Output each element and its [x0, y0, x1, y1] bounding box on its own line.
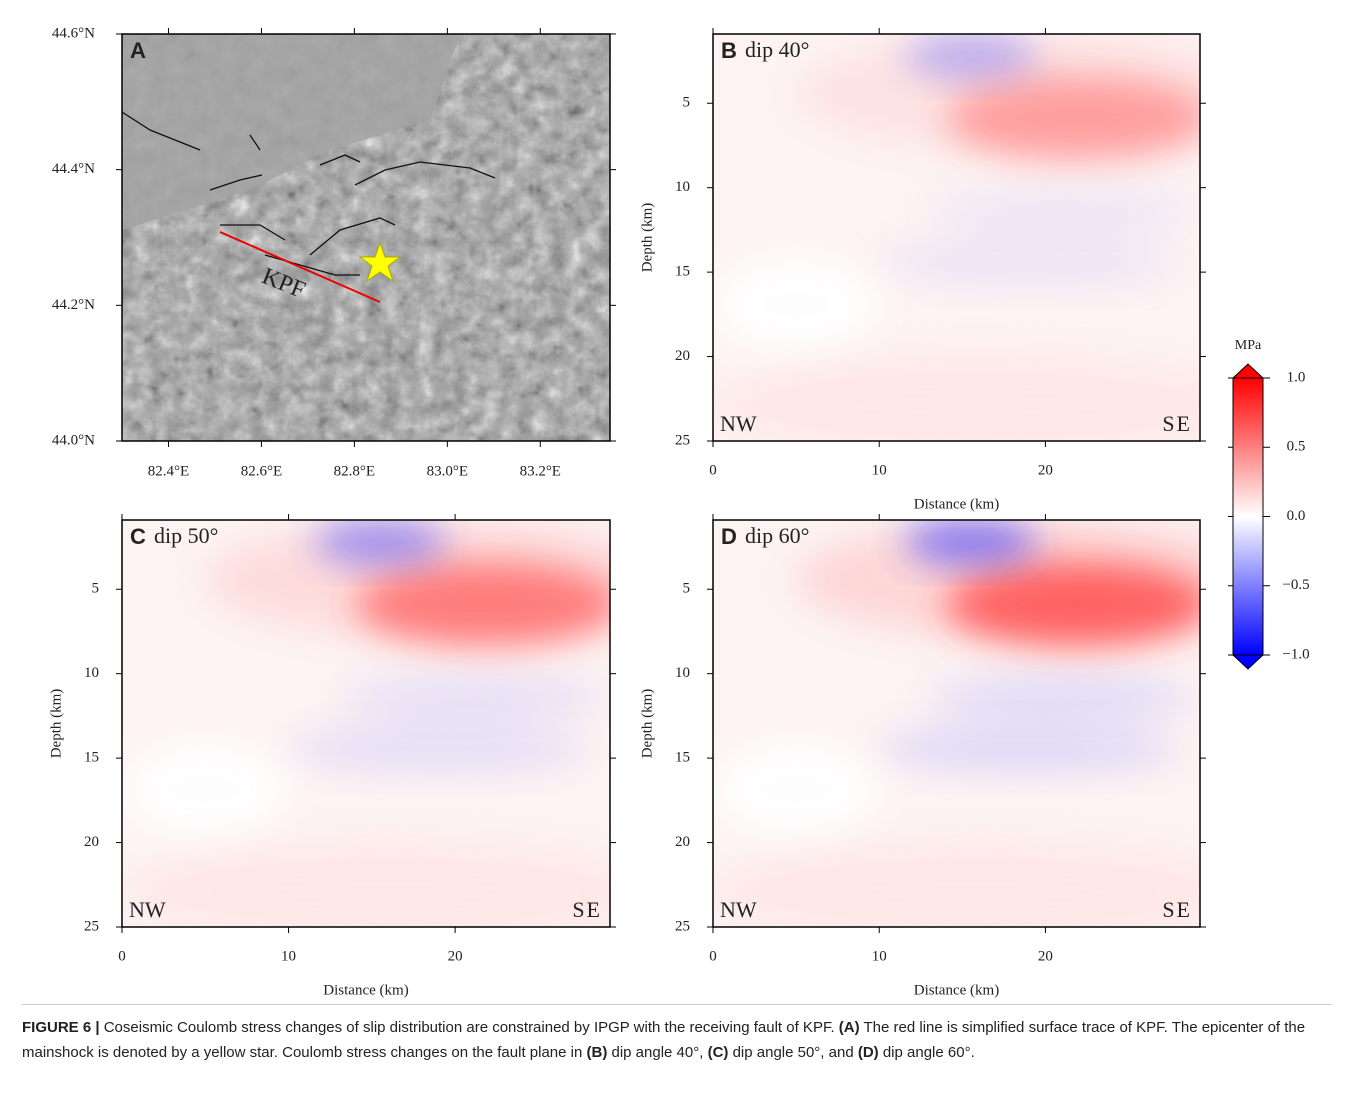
colorbar [1233, 378, 1263, 655]
colorbar-label: MPa [1235, 338, 1262, 353]
caption-text: (A) [839, 1019, 860, 1036]
y-tick-label: 5 [92, 581, 100, 597]
y-tick-label: 10 [675, 665, 690, 681]
direction-label: SE [1162, 897, 1192, 922]
direction-label: NW [720, 897, 757, 922]
y-tick-label: 44.0°N [52, 432, 95, 448]
panel-title: dip 60° [745, 523, 809, 548]
caption-text: dip angle 40°, [607, 1044, 707, 1061]
colorbar-tick-label: 1.0 [1287, 369, 1306, 385]
panel-label: B [721, 38, 737, 63]
y-tick-label: 44.4°N [52, 161, 95, 177]
caption-text: dip angle 50°, and [728, 1044, 857, 1061]
x-tick-label: 82.6°E [241, 463, 282, 479]
caption-text: dip angle 60°. [879, 1044, 975, 1061]
x-tick-label: 82.8°E [334, 463, 375, 479]
x-tick-label: 83.2°E [520, 463, 561, 479]
y-tick-label: 44.2°N [52, 297, 95, 313]
colorbar-tick-label: −0.5 [1282, 577, 1309, 593]
x-axis-label: Distance (km) [914, 496, 999, 512]
direction-label: NW [720, 411, 757, 436]
y-tick-label: 5 [683, 95, 691, 111]
y-tick-label: 25 [675, 432, 690, 448]
caption: FIGURE 6 | Coseismic Coulomb stress chan… [22, 1004, 1332, 1065]
colorbar-tick-label: −1.0 [1282, 646, 1309, 662]
panel-label: D [721, 524, 737, 549]
y-tick-label: 20 [84, 834, 99, 850]
colorbar-tick-label: 0.0 [1287, 508, 1306, 524]
panel-title: dip 50° [154, 523, 218, 548]
x-axis-label: Distance (km) [323, 982, 408, 998]
y-tick-label: 20 [675, 834, 690, 850]
y-tick-label: 10 [675, 179, 690, 195]
y-tick-label: 25 [675, 918, 690, 934]
figure: KPF A 82.4°E 82.6°E 82.8°E 83.0°E 83.2°E 44.0… [0, 0, 1357, 1000]
panel-title: dip 40° [745, 37, 809, 62]
caption-text: (D) [858, 1044, 879, 1061]
caption-text: FIGURE 6 | [22, 1019, 100, 1036]
page: KPF A 82.4°E 82.6°E 82.8°E 83.0°E 83.2°E 44.0… [0, 0, 1357, 1111]
caption-text: Coseismic Coulomb stress changes of slip… [100, 1019, 839, 1036]
y-axis-label: Depth (km) [639, 203, 655, 273]
direction-label: NW [129, 897, 166, 922]
direction-label: SE [572, 897, 602, 922]
direction-label: SE [1162, 411, 1192, 436]
x-tick-label: 20 [1038, 462, 1053, 478]
caption-text: (C) [708, 1044, 729, 1061]
colorbar-tick-label: 0.5 [1287, 439, 1306, 455]
x-tick-label: 83.0°E [427, 463, 468, 479]
x-axis-label: Distance (km) [914, 982, 999, 998]
y-tick-label: 15 [675, 750, 690, 766]
caption-text: (B) [587, 1044, 608, 1061]
colorbar-cap [1233, 364, 1263, 378]
panel-label: A [130, 38, 146, 63]
x-tick-label: 20 [448, 948, 463, 964]
stress-field [713, 34, 1261, 456]
panel-label: C [130, 524, 146, 549]
x-tick-label: 20 [1038, 948, 1053, 964]
y-tick-label: 5 [683, 581, 691, 597]
y-tick-label: 20 [675, 348, 690, 364]
x-tick-label: 0 [709, 462, 717, 478]
x-tick-label: 10 [872, 462, 887, 478]
y-axis-label: Depth (km) [639, 689, 655, 759]
relief-map: KPF [122, 34, 610, 441]
stress-field [713, 520, 1261, 942]
stress-field [122, 520, 672, 942]
x-tick-label: 0 [709, 948, 717, 964]
y-tick-label: 15 [84, 750, 99, 766]
x-tick-label: 10 [872, 948, 887, 964]
y-axis-label: Depth (km) [48, 689, 64, 759]
y-tick-label: 44.6°N [52, 25, 95, 41]
y-tick-label: 15 [675, 264, 690, 280]
colorbar-cap [1233, 655, 1263, 669]
x-tick-label: 10 [281, 948, 296, 964]
y-tick-label: 10 [84, 665, 99, 681]
y-tick-label: 25 [84, 918, 99, 934]
x-tick-label: 82.4°E [148, 463, 189, 479]
x-tick-label: 0 [118, 948, 126, 964]
